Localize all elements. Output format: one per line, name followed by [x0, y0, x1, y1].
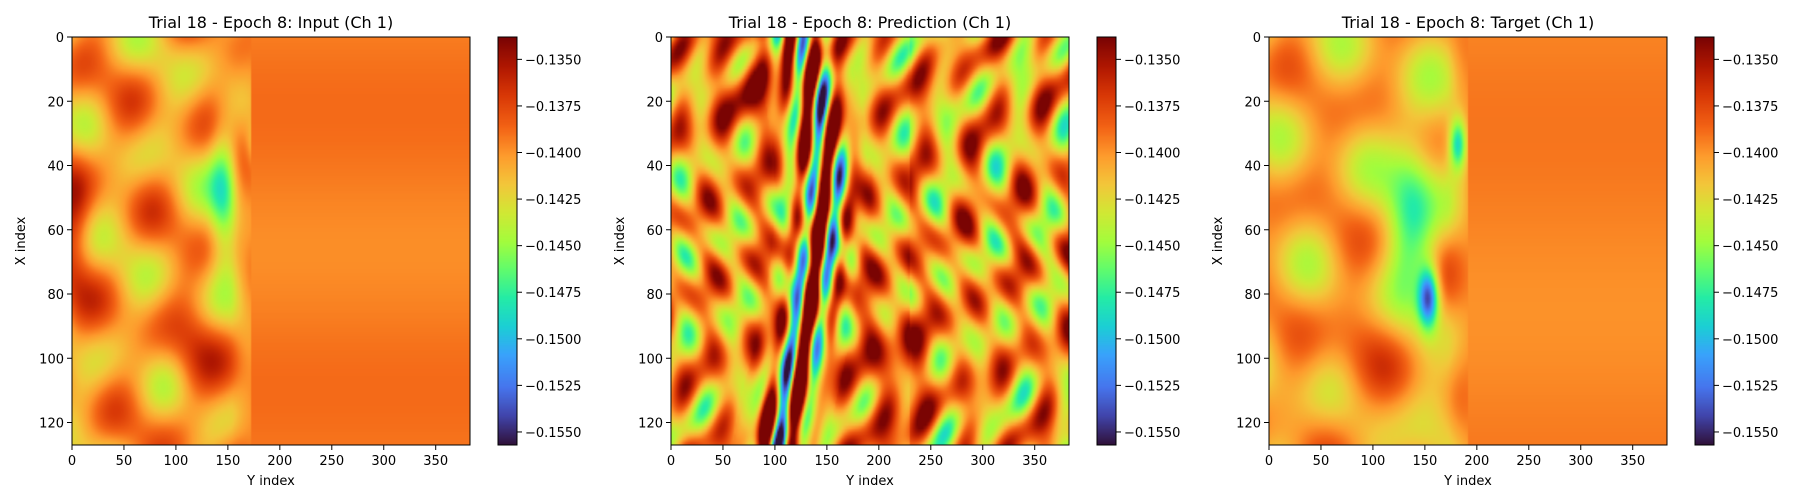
y-axis-label: X index [14, 216, 29, 265]
x-tick-label: 150 [215, 454, 240, 469]
colorbar-tick-label: −0.1350 [1124, 53, 1180, 68]
y-tick-label: 0 [655, 31, 663, 46]
x-tick-label: 300 [970, 454, 995, 469]
y-tick-label: 40 [1244, 160, 1261, 175]
panel-target: Trial 18 - Epoch 8: Target (Ch 1) 0 50 100 1… [1211, 13, 1778, 489]
colorbar-tick-label: −0.1475 [1722, 286, 1778, 301]
x-tick-label: 350 [423, 454, 448, 469]
y-tick-label: 20 [47, 95, 64, 110]
x-tick-label: 300 [371, 454, 396, 469]
colorbar [1097, 37, 1116, 445]
y-tick-label: 60 [646, 224, 663, 239]
colorbar-tick-label: −0.1525 [1124, 379, 1180, 394]
y-tick-label: 40 [646, 160, 663, 175]
axes-frame [71, 36, 471, 446]
x-tick-label: 350 [1022, 454, 1047, 469]
panel-title: Trial 18 - Epoch 8: Prediction (Ch 1) [728, 13, 1011, 32]
y-tick-label: 120 [39, 417, 64, 432]
x-tick-label: 200 [866, 454, 891, 469]
heatmap-prediction [671, 37, 1069, 445]
colorbar-tick-label: −0.1350 [1722, 53, 1778, 68]
x-tick-label: 300 [1568, 454, 1593, 469]
x-tick-label: 50 [116, 454, 133, 469]
colorbar-frame [1694, 36, 1715, 446]
x-tick-label: 100 [763, 454, 788, 469]
colorbar-tick-label: −0.1500 [525, 333, 581, 348]
colorbar-tick-label: −0.1375 [1124, 100, 1180, 115]
y-tick-label: 80 [1244, 288, 1261, 303]
y-tick-label: 60 [1244, 224, 1261, 239]
y-axis-label: X index [613, 216, 628, 265]
y-tick-label: 60 [47, 224, 64, 239]
y-tick-label: 0 [56, 31, 64, 46]
panel-title: Trial 18 - Epoch 8: Target (Ch 1) [1341, 13, 1594, 32]
x-tick-label: 250 [319, 454, 344, 469]
colorbar-tick-label: −0.1450 [1124, 240, 1180, 255]
x-tick-label: 150 [814, 454, 839, 469]
colorbar-tick-label: −0.1425 [525, 193, 581, 208]
colorbar-tick-label: −0.1400 [1124, 147, 1180, 162]
x-tick-label: 50 [715, 454, 732, 469]
colorbar-tick-label: −0.1500 [1722, 333, 1778, 348]
colorbar-tick-label: −0.1400 [525, 147, 581, 162]
x-tick-label: 200 [267, 454, 292, 469]
colorbar-tick-label: −0.1425 [1722, 193, 1778, 208]
colorbar-tick-label: −0.1500 [1124, 333, 1180, 348]
colorbar [498, 37, 517, 445]
colorbar-tick-label: −0.1550 [1124, 426, 1180, 441]
colorbar-tick-label: −0.1475 [1124, 286, 1180, 301]
x-tick-label: 0 [1265, 454, 1273, 469]
x-tick-label: 0 [667, 454, 675, 469]
colorbar-tick-label: −0.1450 [1722, 240, 1778, 255]
y-tick-label: 20 [1244, 95, 1261, 110]
colorbar-tick-label: −0.1550 [1722, 426, 1778, 441]
colorbar-tick-label: −0.1375 [525, 100, 581, 115]
x-tick-label: 100 [1361, 454, 1386, 469]
y-axis-label: X index [1211, 216, 1226, 265]
y-tick-label: 0 [1253, 31, 1261, 46]
x-tick-label: 150 [1412, 454, 1437, 469]
colorbar-tick-label: −0.1475 [525, 286, 581, 301]
colorbar-tick-label: −0.1425 [1124, 193, 1180, 208]
colorbar-tick-label: −0.1400 [1722, 147, 1778, 162]
colorbar-tick-label: −0.1550 [525, 426, 581, 441]
colorbar-tick-label: −0.1350 [525, 53, 581, 68]
y-tick-label: 40 [47, 160, 64, 175]
y-tick-label: 80 [47, 288, 64, 303]
y-tick-label: 100 [1236, 352, 1261, 367]
y-tick-label: 120 [638, 417, 663, 432]
x-tick-label: 0 [68, 454, 76, 469]
colorbar [1695, 37, 1714, 445]
axes-frame [670, 36, 1070, 446]
y-tick-label: 80 [646, 288, 663, 303]
panel-input: Trial 18 - Epoch 8: Input (Ch 1) 0 50 100 15… [14, 13, 581, 489]
colorbar-tick-label: −0.1450 [525, 240, 581, 255]
y-tick-label: 100 [638, 352, 663, 367]
x-tick-label: 200 [1464, 454, 1489, 469]
colorbar-tick-label: −0.1375 [1722, 100, 1778, 115]
x-axis-label: Y index [845, 474, 894, 489]
y-tick-label: 100 [39, 352, 64, 367]
x-axis-label: Y index [246, 474, 295, 489]
heatmap-target [1269, 37, 1667, 445]
x-tick-label: 100 [164, 454, 189, 469]
x-tick-label: 350 [1620, 454, 1645, 469]
colorbar-tick-label: −0.1525 [525, 379, 581, 394]
heatmap-input [72, 37, 470, 445]
y-tick-label: 20 [646, 95, 663, 110]
colorbar-tick-label: −0.1525 [1722, 379, 1778, 394]
axes-frame [1268, 36, 1668, 446]
x-tick-label: 250 [1516, 454, 1541, 469]
y-tick-label: 120 [1236, 417, 1261, 432]
panel-prediction: Trial 18 - Epoch 8: Prediction (Ch 1) 0 50… [613, 13, 1180, 489]
x-tick-label: 250 [918, 454, 943, 469]
panel-title: Trial 18 - Epoch 8: Input (Ch 1) [148, 13, 393, 32]
x-tick-label: 50 [1313, 454, 1330, 469]
x-axis-label: Y index [1443, 474, 1492, 489]
colorbar-frame [1096, 36, 1117, 446]
colorbar-frame [497, 36, 518, 446]
